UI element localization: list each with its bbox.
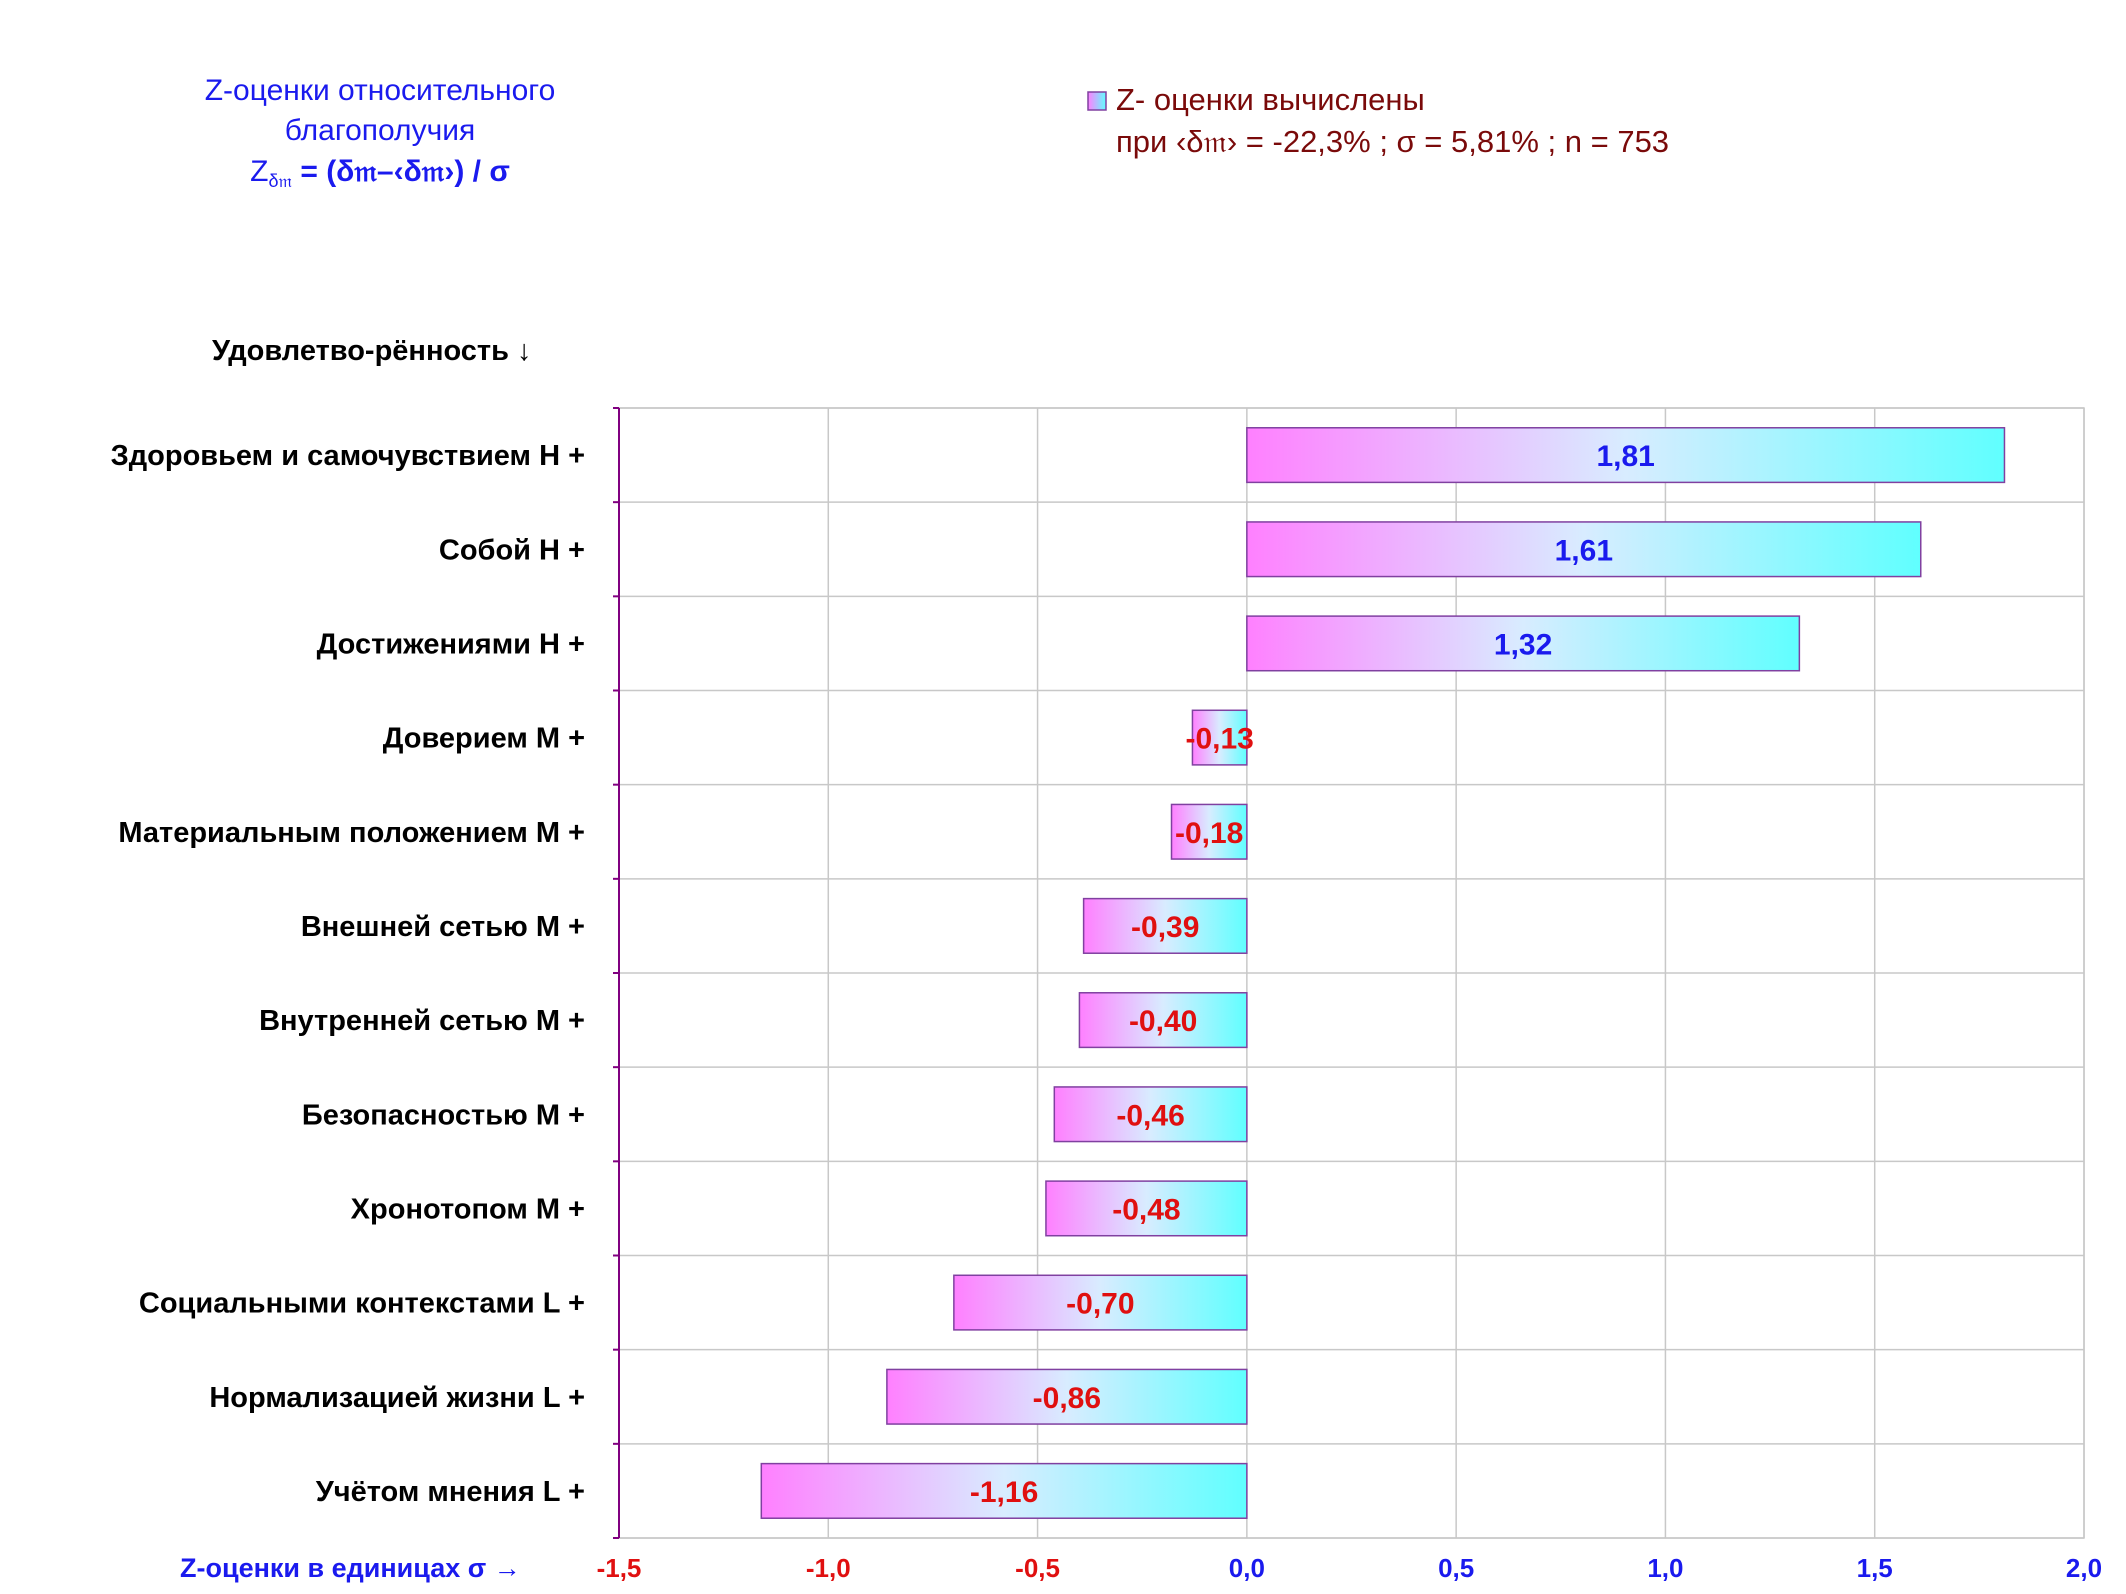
chart-formula: Zδ𝔪 = (δ𝔪–‹δ𝔪›) / σ bbox=[250, 155, 510, 191]
bar-value-label: -0,48 bbox=[1112, 1193, 1180, 1226]
category-label: Внутренней сетью М + bbox=[259, 1005, 585, 1037]
bar-value-labels: 1,81 1,61 1,32 -0,13 -0,18 -0,39 -0,40 -0,46 -0,… bbox=[970, 440, 1655, 1509]
legend-line2: при ‹δ𝔪› = -22,3% ; σ = 5,81% ; n = 753 bbox=[1116, 124, 1669, 159]
chart-title-line1: Z-оценки относительного bbox=[205, 74, 556, 107]
category-label: Нормализацией жизни L + bbox=[209, 1382, 585, 1414]
x-tick-label: -1,0 bbox=[806, 1553, 851, 1583]
bar bbox=[1053, 1086, 1248, 1143]
x-axis-caption: Z-оценки в единицах σ → bbox=[180, 1553, 521, 1583]
category-label: Здоровьем и самочувствием Н + bbox=[111, 440, 585, 472]
legend-line1: Z- оценки вычислены bbox=[1116, 82, 1425, 117]
x-axis-tick-labels: -1,5 -1,0 -0,5 0,0 0,5 1,0 1,5 2,0 bbox=[597, 1553, 2102, 1583]
category-label: Безопасностью М + bbox=[302, 1099, 585, 1131]
formula-z: Z bbox=[250, 155, 268, 188]
bar-value-label: -0,13 bbox=[1185, 723, 1253, 756]
legend-swatch bbox=[1087, 91, 1107, 111]
bar-value-label: -0,18 bbox=[1175, 817, 1243, 850]
category-label: Социальными контекстами L + bbox=[139, 1288, 585, 1320]
y-axis-ticks bbox=[613, 407, 619, 1539]
bar bbox=[760, 1462, 1248, 1519]
bar bbox=[1170, 803, 1248, 860]
bar bbox=[953, 1274, 1248, 1331]
bar-value-label: -0,86 bbox=[1033, 1382, 1101, 1415]
bar-value-label: 1,81 bbox=[1596, 440, 1654, 473]
bar-value-label: -0,70 bbox=[1066, 1288, 1134, 1321]
formula-rest: = (δ𝔪–‹δ𝔪›) / σ bbox=[292, 155, 510, 188]
bar bbox=[1191, 709, 1248, 766]
category-labels: Здоровьем и самочувствием Н + Собой Н + До… bbox=[111, 440, 585, 1508]
category-label: Учётом мнения L + bbox=[316, 1476, 585, 1508]
plot-area: 1,81 1,61 1,32 -0,13 -0,18 -0,39 -0,40 -0,46 -0,… bbox=[613, 407, 2085, 1539]
bar-value-label: 1,61 bbox=[1555, 534, 1613, 567]
bar bbox=[1082, 897, 1248, 954]
x-tick-label: 1,5 bbox=[1857, 1553, 1893, 1583]
category-label: Собой Н + bbox=[439, 534, 585, 566]
horizontal-gridlines bbox=[619, 407, 2084, 1539]
bar bbox=[1045, 1180, 1248, 1237]
bar-value-label: 1,32 bbox=[1494, 628, 1552, 661]
category-label: Доверием М + bbox=[383, 723, 585, 755]
x-tick-label: 2,0 bbox=[2066, 1553, 2102, 1583]
bar-value-label: -0,39 bbox=[1131, 911, 1199, 944]
bar bbox=[1246, 521, 1922, 578]
bar-value-label: -0,46 bbox=[1116, 1099, 1184, 1132]
category-label: Достижениями Н + bbox=[317, 628, 585, 660]
x-tick-label: 0,0 bbox=[1229, 1553, 1265, 1583]
category-label: Хронотопом М + bbox=[351, 1193, 585, 1225]
bar-value-label: -0,40 bbox=[1129, 1005, 1197, 1038]
bar bbox=[1246, 615, 1801, 672]
x-tick-label: -0,5 bbox=[1015, 1553, 1060, 1583]
bar bbox=[886, 1368, 1248, 1425]
formula-subscript: δ𝔪 bbox=[268, 171, 292, 191]
bars bbox=[760, 427, 2006, 1519]
bar-value-label: -1,16 bbox=[970, 1476, 1038, 1509]
chart-title-line2: благополучия bbox=[285, 114, 475, 147]
category-label: Материальным положением М + bbox=[118, 817, 585, 849]
bar bbox=[1246, 427, 2006, 484]
x-tick-label: 1,0 bbox=[1647, 1553, 1683, 1583]
bar bbox=[1078, 992, 1248, 1049]
x-tick-label: -1,5 bbox=[597, 1553, 642, 1583]
category-label: Внешней сетью М + bbox=[301, 911, 585, 943]
x-tick-label: 0,5 bbox=[1438, 1553, 1474, 1583]
y-axis-caption: Удовлетво-рённость ↓ bbox=[212, 335, 532, 367]
